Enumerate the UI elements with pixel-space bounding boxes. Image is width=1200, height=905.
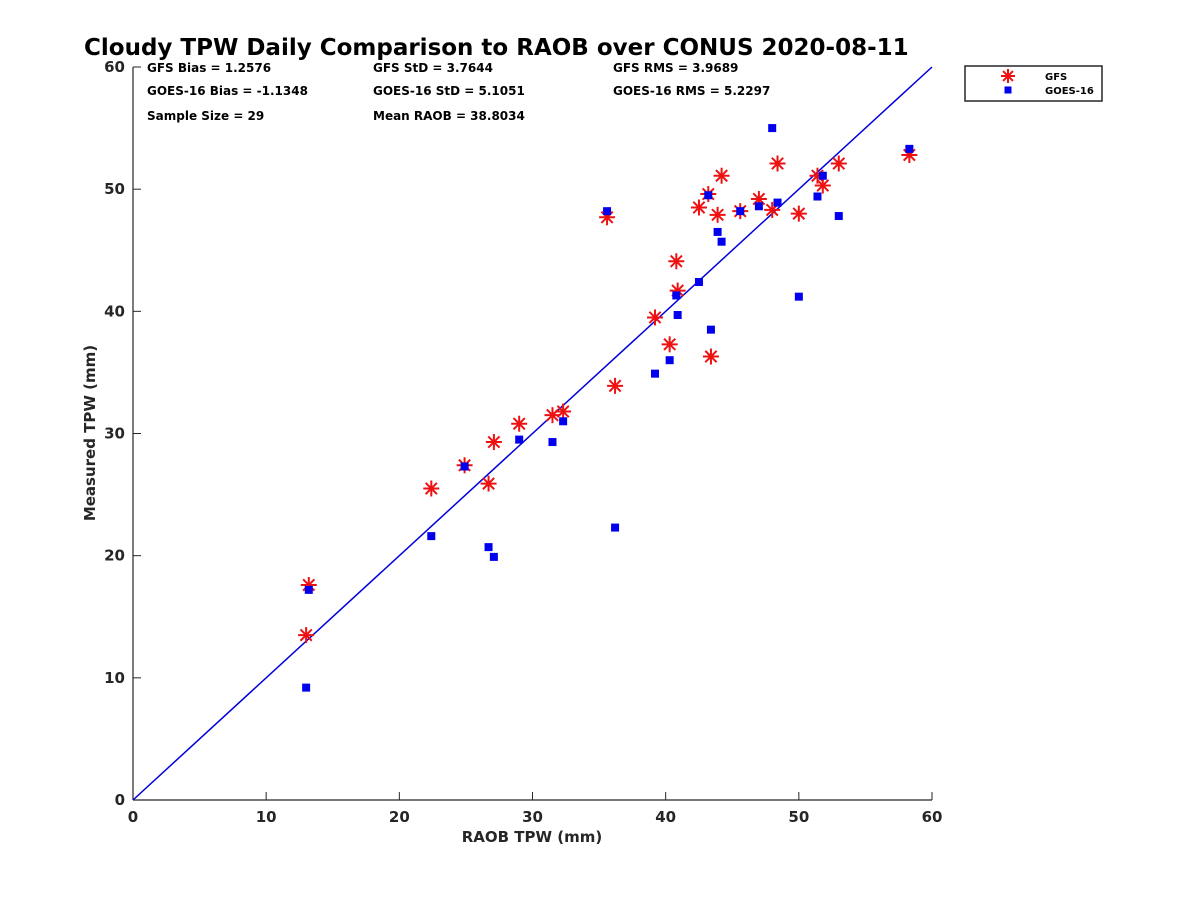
y-tick-label: 20 (104, 547, 125, 565)
goes16-point (768, 124, 777, 133)
goes16-point (794, 292, 803, 301)
gfs-point (647, 309, 664, 326)
x-tick-label: 40 (655, 808, 676, 826)
x-tick-label: 10 (256, 808, 277, 826)
goes16-point (302, 683, 311, 692)
goes16-point (460, 462, 469, 471)
goes16-point (773, 198, 782, 207)
goes16-point (717, 237, 726, 246)
gfs-point (702, 348, 719, 365)
gfs-point (423, 480, 440, 497)
x-tick-label: 0 (128, 808, 138, 826)
y-tick-label: 30 (104, 425, 125, 443)
goes16-point (611, 523, 620, 532)
goes16-point (559, 417, 568, 426)
one-to-one-line (132, 66, 933, 801)
goes16-point (694, 278, 703, 287)
gfs-point (485, 434, 502, 451)
y-tick-label: 60 (104, 58, 125, 76)
gfs-point (511, 415, 528, 432)
stat-text: GFS StD = 3.7644 (373, 61, 493, 75)
legend-label: GOES-16 (1045, 86, 1094, 97)
x-axis-label: RAOB TPW (mm) (462, 828, 603, 846)
gfs-point (555, 403, 572, 420)
gfs-point (668, 253, 685, 270)
stat-text: GFS RMS = 3.9689 (613, 61, 738, 75)
x-tick-label: 50 (788, 808, 809, 826)
goes16-point (304, 585, 313, 594)
goes16-point (704, 191, 713, 200)
goes16-point (713, 227, 722, 236)
gfs-point (661, 336, 678, 353)
gfs-point (790, 205, 807, 222)
x-tick-label: 20 (389, 808, 410, 826)
goes16-point (489, 552, 498, 561)
gfs-point (607, 377, 624, 394)
gfs-point (814, 177, 831, 194)
goes16-point (754, 202, 763, 211)
gfs-point (544, 407, 561, 424)
legend-label: GFS (1045, 72, 1067, 83)
goes16-point (427, 532, 436, 541)
y-axis-label: Measured TPW (mm) (81, 345, 99, 521)
stat-text: GOES-16 RMS = 5.2297 (613, 84, 770, 98)
series-gfs (298, 146, 918, 644)
y-tick-label: 50 (104, 180, 125, 198)
stat-text: Sample Size = 29 (147, 109, 264, 123)
legend-box (964, 65, 1103, 102)
goes16-point (548, 438, 557, 447)
goes16-point (905, 144, 914, 153)
goes16-point (651, 369, 660, 378)
legend: GFS GOES-16 (964, 65, 1103, 102)
stats-box: GFS Bias = 1.2576 GFS StD = 3.7644 GFS RMS… (147, 61, 770, 123)
y-tick-label: 40 (104, 302, 125, 320)
gfs-point (690, 199, 707, 216)
goes16-point (603, 207, 612, 216)
series-goes-16 (302, 124, 914, 692)
plot-area: 0 10 20 30 40 50 60 0 10 20 30 40 50 60 (104, 58, 942, 826)
x-tick-label: 30 (522, 808, 543, 826)
goes16-point (818, 171, 827, 180)
goes16-point (515, 435, 524, 444)
gfs-point (298, 627, 315, 644)
stat-text: GFS Bias = 1.2576 (147, 61, 271, 75)
goes16-point (673, 310, 682, 319)
gfs-point (480, 475, 497, 492)
goes16-point (706, 325, 715, 334)
y-tick-label: 10 (104, 669, 125, 687)
goes16-point (665, 356, 674, 365)
goes16-point (736, 207, 745, 216)
x-tick-label: 60 (922, 808, 943, 826)
gfs-point (769, 155, 786, 172)
stat-text: GOES-16 StD = 5.1051 (373, 84, 525, 98)
gfs-point (709, 206, 726, 223)
y-tick-label: 0 (115, 791, 125, 809)
gfs-point (830, 155, 847, 172)
legend-marker-gfs (1001, 69, 1015, 83)
stat-text: Mean RAOB = 38.8034 (373, 109, 525, 123)
goes16-point (484, 543, 493, 552)
legend-marker-goes16 (1004, 86, 1012, 94)
gfs-point (713, 167, 730, 184)
goes16-point (813, 192, 822, 201)
chart-title: Cloudy TPW Daily Comparison to RAOB over… (84, 35, 909, 61)
goes16-point (672, 291, 681, 300)
stat-text: GOES-16 Bias = -1.1348 (147, 84, 308, 98)
goes16-point (834, 212, 843, 221)
